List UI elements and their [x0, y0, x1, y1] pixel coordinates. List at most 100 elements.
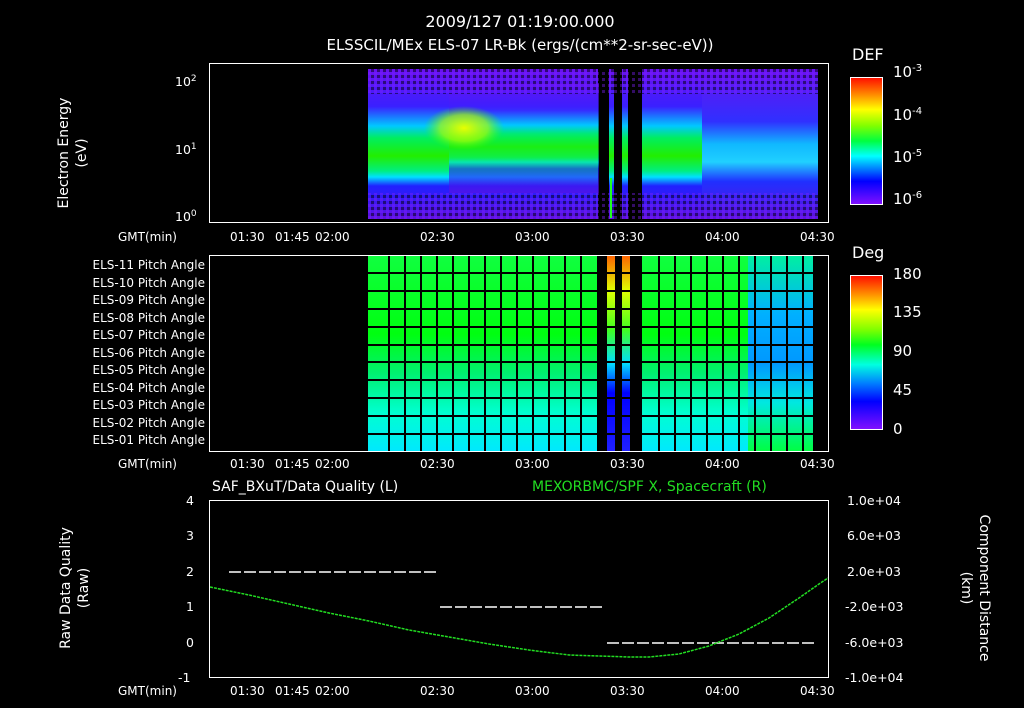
row-label: ELS-11 Pitch Angle — [92, 258, 205, 272]
row-label: ELS-02 Pitch Angle — [92, 415, 205, 430]
time-axis-label: GMT(min) — [118, 457, 177, 471]
time-axis-label: GMT(min) — [118, 684, 177, 698]
time-tick: 02:00 — [315, 684, 350, 698]
deg-colorbar — [850, 275, 883, 430]
panel3-title-right: MEXORBMC/SPF X, Spacecraft (R) — [532, 479, 767, 495]
time-tick: 04:00 — [705, 684, 740, 698]
time-tick: 03:30 — [610, 684, 645, 698]
row-label: ELS-06 Pitch Angle — [92, 345, 205, 360]
ytick-exp: 1 — [190, 142, 197, 152]
ytick-base: 10 — [175, 74, 191, 90]
tick-exp: -3 — [912, 63, 923, 74]
time-tick: 03:00 — [515, 684, 550, 698]
ytick: 2 — [186, 564, 194, 579]
panel3-ylabel-left: Raw Data Quality (Raw) — [57, 513, 93, 663]
grid-lines — [368, 255, 813, 452]
time-tick: 03:30 — [610, 457, 645, 471]
tick-exp: -6 — [912, 190, 923, 201]
time-tick: 04:30 — [800, 684, 835, 698]
quality-series — [229, 571, 814, 644]
ylabel-line1: Raw Data Quality — [58, 527, 74, 649]
deg-tick: 180 — [893, 265, 922, 283]
deg-tick: 135 — [893, 303, 922, 321]
row-label: ELS-10 Pitch Angle — [92, 275, 205, 290]
panel1-colorbar-title: DEF — [852, 45, 884, 64]
panel1-ytick-1: 100 — [175, 209, 197, 224]
plot-subtitle: ELSSCIL/MEx ELS-07 LR-Bk (ergs/(cm**2-sr… — [326, 36, 714, 54]
panel1-ylabel-line1: Electron Energy — [56, 97, 72, 209]
ytick: -1 — [178, 670, 191, 685]
ylabel-line2: (Raw) — [76, 567, 92, 609]
data-quality-line-plot — [209, 500, 829, 678]
row-label: ELS-03 Pitch Angle — [92, 398, 205, 412]
ytick-exp: 2 — [190, 74, 197, 84]
row-label: ELS-05 Pitch Angle — [92, 363, 205, 377]
row-label: ELS-07 Pitch Angle — [92, 328, 205, 342]
pitch-angle-heatmap — [209, 255, 829, 452]
pitch-angle-row-labels: ELS-11 Pitch Angle ELS-10 Pitch Angle EL… — [50, 257, 205, 450]
time-tick: 01:45 — [275, 684, 310, 698]
time-tick: 03:30 — [610, 230, 645, 244]
time-tick: 02:30 — [420, 457, 455, 471]
ytick: -2.0e+03 — [845, 599, 904, 614]
def-tick: 10-5 — [893, 148, 922, 166]
plot-datetime: 2009/127 01:19:00.000 — [425, 12, 615, 31]
time-tick: 01:30 — [230, 684, 265, 698]
time-tick: 02:30 — [420, 230, 455, 244]
time-tick: 04:30 — [800, 230, 835, 244]
time-tick: 03:00 — [515, 230, 550, 244]
panel2-colorbar-title: Deg — [852, 243, 885, 262]
ytick: 1.0e+04 — [847, 493, 901, 508]
ytick: 4 — [186, 493, 194, 508]
panel3-ylabel-right: Component Distance (km) — [957, 493, 993, 683]
ytick-base: 10 — [175, 142, 191, 158]
row-label: ELS-08 Pitch Angle — [92, 310, 205, 325]
panel1-ytick-10: 101 — [175, 142, 197, 157]
time-tick: 02:30 — [420, 684, 455, 698]
time-axis-label: GMT(min) — [118, 230, 177, 244]
def-tick: 10-4 — [893, 106, 922, 124]
time-tick: 01:45 — [275, 230, 310, 244]
time-tick: 04:00 — [705, 457, 740, 471]
def-tick: 10-6 — [893, 190, 922, 208]
row-label: ELS-04 Pitch Angle — [92, 380, 205, 395]
time-tick: 03:00 — [515, 457, 550, 471]
ytick: -1.0e+04 — [845, 670, 904, 685]
panel1-ylabel-line2: (eV) — [74, 138, 90, 168]
tick-base: 10 — [893, 106, 913, 124]
time-tick: 01:30 — [230, 230, 265, 244]
ylabel-line2: (km) — [958, 571, 974, 605]
energy-spectrogram — [209, 63, 829, 223]
ytick: -6.0e+03 — [845, 635, 904, 650]
time-tick: 01:30 — [230, 457, 265, 471]
time-tick: 04:00 — [705, 230, 740, 244]
ytick: 6.0e+03 — [847, 528, 901, 543]
spf-x-series — [209, 577, 829, 658]
time-tick: 02:00 — [315, 457, 350, 471]
row-label: ELS-01 Pitch Angle — [92, 433, 205, 447]
def-colorbar — [850, 77, 883, 205]
ytick: 2.0e+03 — [847, 564, 901, 579]
tick-exp: -4 — [912, 106, 923, 117]
def-tick: 10-3 — [893, 63, 922, 81]
deg-tick: 45 — [893, 381, 913, 399]
time-tick: 01:45 — [275, 457, 310, 471]
time-tick: 04:30 — [800, 457, 835, 471]
tick-base: 10 — [893, 63, 913, 81]
ytick-exp: 0 — [190, 209, 197, 219]
tick-base: 10 — [893, 148, 913, 166]
ytick: 1 — [186, 599, 194, 614]
tick-base: 10 — [893, 190, 913, 208]
ylabel-line1: Component Distance — [976, 514, 992, 662]
deg-tick: 0 — [893, 420, 903, 438]
panel1-ylabel: Electron Energy (eV) — [55, 88, 91, 218]
row-label: ELS-09 Pitch Angle — [92, 293, 205, 307]
ytick-base: 10 — [175, 209, 191, 225]
tick-exp: -5 — [912, 148, 923, 159]
panel3-title-left: SAF_BXuT/Data Quality (L) — [212, 479, 399, 495]
time-tick: 02:00 — [315, 230, 350, 244]
panel1-ytick-100: 102 — [175, 74, 197, 89]
deg-tick: 90 — [893, 342, 913, 360]
ytick: 0 — [186, 635, 194, 650]
ytick: 3 — [186, 528, 194, 543]
